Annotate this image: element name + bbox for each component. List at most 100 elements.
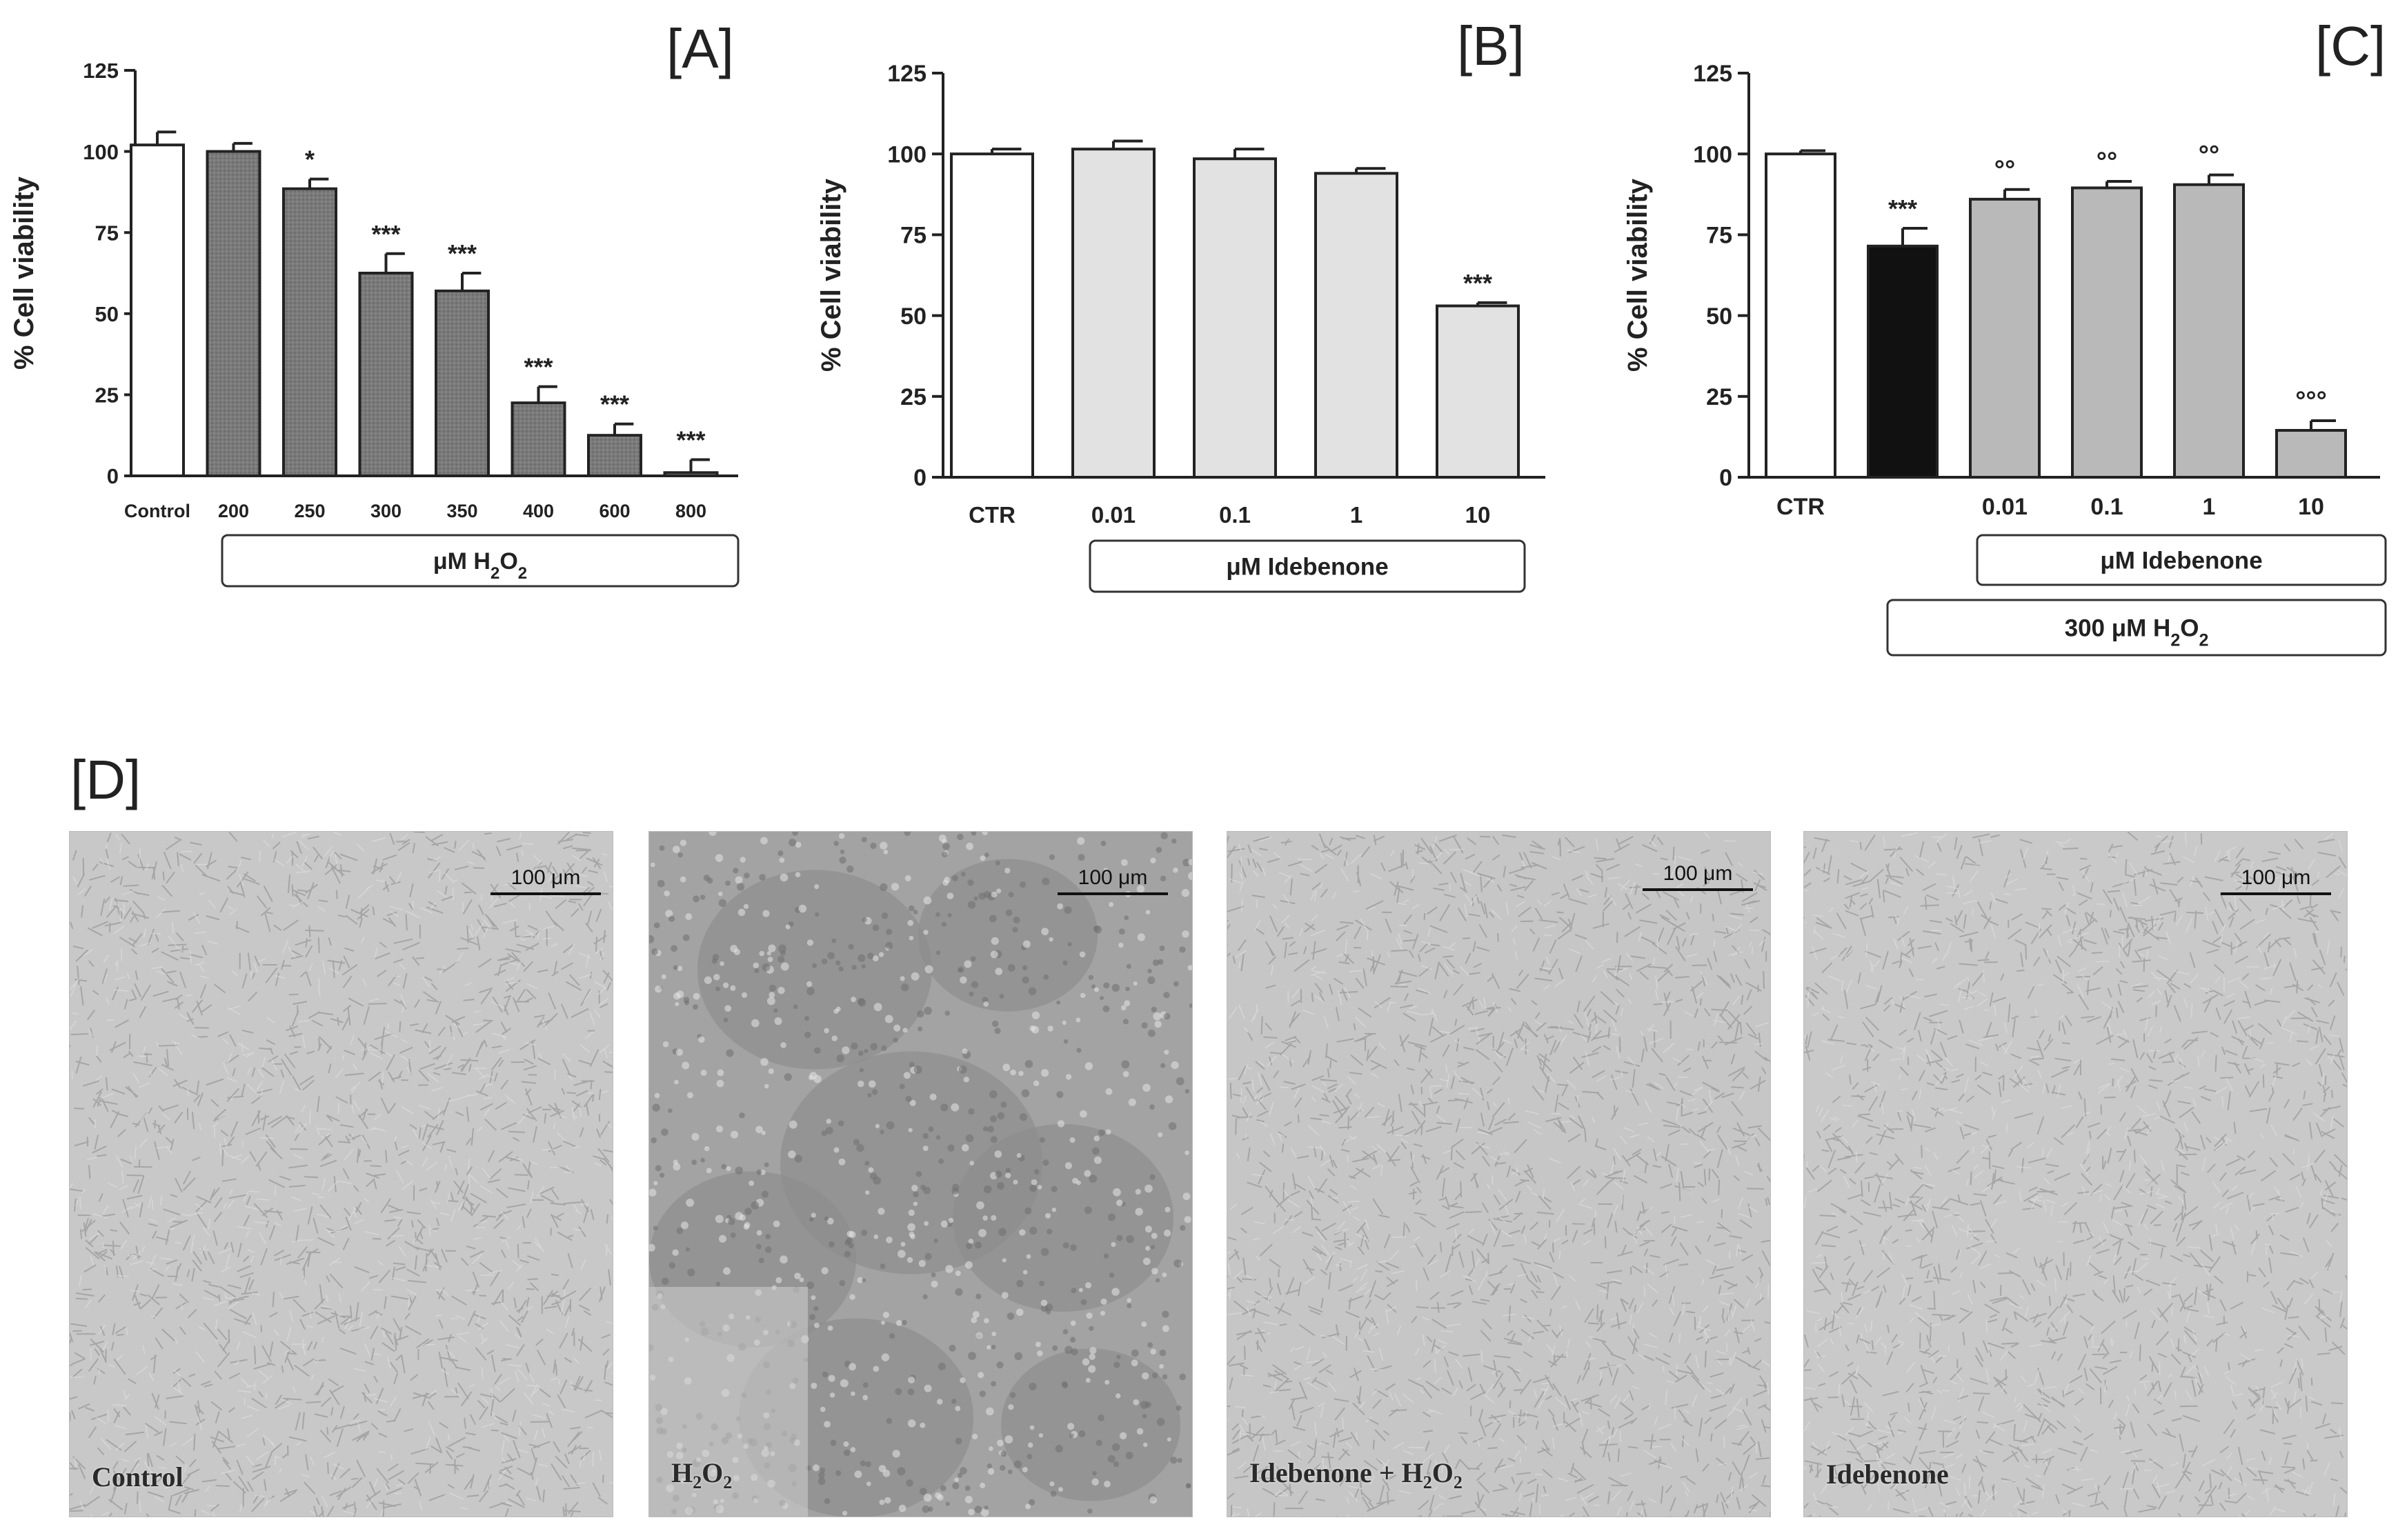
cell-cluster — [733, 948, 740, 955]
cell — [1556, 1027, 1574, 1030]
cell — [1405, 1224, 1411, 1233]
cell-highlight — [550, 894, 565, 897]
cell-highlight — [1584, 939, 1594, 950]
cell-highlight — [271, 1059, 277, 1071]
group-box-label: μM Idebenone — [2100, 547, 2262, 574]
cell-cluster — [744, 1208, 752, 1215]
cell-highlight — [1748, 941, 1753, 948]
cell-highlight — [1592, 975, 1597, 983]
cell — [1267, 1372, 1282, 1381]
cell-highlight — [1755, 1443, 1758, 1454]
cell-cluster — [760, 837, 768, 845]
cell-cluster — [1055, 1445, 1063, 1453]
cell — [1362, 968, 1367, 987]
cell — [78, 1463, 86, 1479]
cell — [1697, 1111, 1707, 1115]
cell — [1691, 1374, 1705, 1390]
cell-highlight — [1678, 1332, 1681, 1344]
cell-highlight — [1499, 1464, 1515, 1469]
cell — [368, 1002, 387, 1005]
cell — [1754, 1297, 1765, 1306]
cell-cluster — [824, 1498, 831, 1504]
cell-cluster — [1085, 1377, 1091, 1383]
cell — [542, 1290, 554, 1306]
cell-highlight — [1438, 1030, 1450, 1034]
cell — [571, 1444, 577, 1455]
cell-highlight — [1646, 1028, 1658, 1032]
cell — [537, 969, 548, 973]
cell-cluster — [1029, 1226, 1038, 1235]
cell — [1269, 1278, 1271, 1288]
cell — [1607, 1027, 1611, 1039]
cell — [470, 1192, 487, 1203]
cell — [556, 1212, 564, 1218]
cell-cluster — [1140, 1401, 1149, 1410]
cell — [407, 1472, 419, 1484]
cell — [1727, 1472, 1732, 1481]
cell — [1271, 1429, 1277, 1436]
cell — [501, 1122, 517, 1130]
cell — [74, 979, 88, 982]
cell — [1318, 992, 1325, 1003]
cell-highlight — [430, 1390, 437, 1394]
cell-cluster — [978, 892, 986, 900]
cell-highlight — [119, 913, 122, 923]
cell-highlight — [334, 854, 338, 867]
cell — [192, 1259, 202, 1272]
cell — [90, 1338, 105, 1353]
significance-marker: *** — [676, 426, 705, 454]
cell-cluster — [1118, 942, 1124, 948]
cell-highlight — [1348, 1486, 1363, 1490]
cell-highlight — [364, 1343, 370, 1357]
cell — [373, 858, 377, 874]
cell-cluster — [942, 879, 949, 886]
cell-highlight — [139, 1110, 150, 1122]
cell — [396, 840, 406, 843]
cell-highlight — [516, 1264, 523, 1272]
cell-highlight — [1376, 1260, 1388, 1263]
cell-cluster — [848, 1243, 854, 1249]
cell — [1509, 883, 1518, 888]
cell — [342, 1237, 350, 1250]
cell — [1458, 1380, 1463, 1389]
cell — [1665, 910, 1678, 921]
cell — [228, 1298, 245, 1303]
cell — [1255, 928, 1265, 935]
cell — [419, 1231, 424, 1239]
cell-cluster — [972, 1311, 980, 1319]
cell-highlight — [1704, 1100, 1714, 1110]
cell — [161, 910, 181, 913]
cell — [426, 1248, 435, 1257]
cell — [330, 1407, 334, 1416]
cell — [1494, 1118, 1507, 1126]
cell — [71, 1358, 86, 1365]
cell — [387, 1204, 402, 1212]
cell — [251, 1110, 261, 1127]
cell — [1542, 1468, 1553, 1479]
cell-cluster — [1131, 1359, 1138, 1367]
cell — [1321, 1097, 1331, 1103]
cell-highlight — [116, 962, 119, 972]
cell — [1734, 1021, 1740, 1041]
cell-cluster — [775, 1277, 782, 1283]
cell-highlight — [1610, 1317, 1618, 1321]
cell — [1531, 1000, 1538, 1006]
cell — [1387, 1491, 1389, 1505]
cell-cluster — [859, 1068, 864, 1072]
cell — [1315, 1226, 1328, 1241]
cell-cluster — [799, 1277, 804, 1283]
cell-highlight — [1238, 1461, 1247, 1470]
cell-highlight — [1694, 1087, 1703, 1091]
cell — [1227, 906, 1245, 912]
cell-highlight — [1597, 1427, 1604, 1434]
cell — [1619, 1180, 1628, 1184]
cell-highlight — [468, 1173, 479, 1184]
cell-highlight — [116, 1354, 123, 1361]
cell-texture — [649, 832, 1192, 1517]
cell-highlight — [1430, 1011, 1436, 1016]
cell — [260, 907, 271, 917]
cell — [357, 1037, 368, 1050]
cell-highlight — [491, 1032, 507, 1038]
cell-cluster — [1040, 1248, 1049, 1257]
cell — [574, 1376, 584, 1391]
